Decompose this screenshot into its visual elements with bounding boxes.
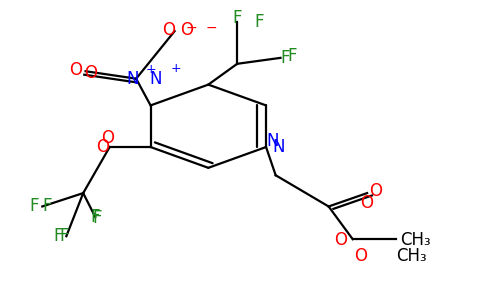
Text: O: O <box>84 64 97 82</box>
Text: N: N <box>126 70 138 88</box>
Text: CH₃: CH₃ <box>396 247 426 265</box>
Text: N: N <box>266 132 279 150</box>
Text: O: O <box>101 129 114 147</box>
Text: F: F <box>53 227 63 245</box>
Text: F: F <box>30 197 39 215</box>
Text: F: F <box>232 9 242 27</box>
Text: O: O <box>361 194 374 212</box>
Text: CH₃: CH₃ <box>400 231 430 249</box>
Text: O: O <box>369 182 382 200</box>
Text: O: O <box>70 61 82 79</box>
Text: O: O <box>354 247 367 265</box>
Text: F: F <box>43 197 52 215</box>
Text: O: O <box>162 21 175 39</box>
Text: N: N <box>149 70 162 88</box>
Text: F: F <box>59 227 69 245</box>
Text: N: N <box>272 138 285 156</box>
Text: F: F <box>92 209 102 227</box>
Text: O: O <box>180 21 193 39</box>
Text: +: + <box>171 62 182 75</box>
Text: +: + <box>146 63 156 76</box>
Text: F: F <box>281 49 290 67</box>
Text: −: − <box>185 20 197 34</box>
Text: F: F <box>254 13 264 31</box>
Text: F: F <box>91 208 100 226</box>
Text: O: O <box>96 138 109 156</box>
Text: F: F <box>287 47 297 65</box>
Text: O: O <box>334 231 347 249</box>
Text: −: − <box>206 21 217 35</box>
